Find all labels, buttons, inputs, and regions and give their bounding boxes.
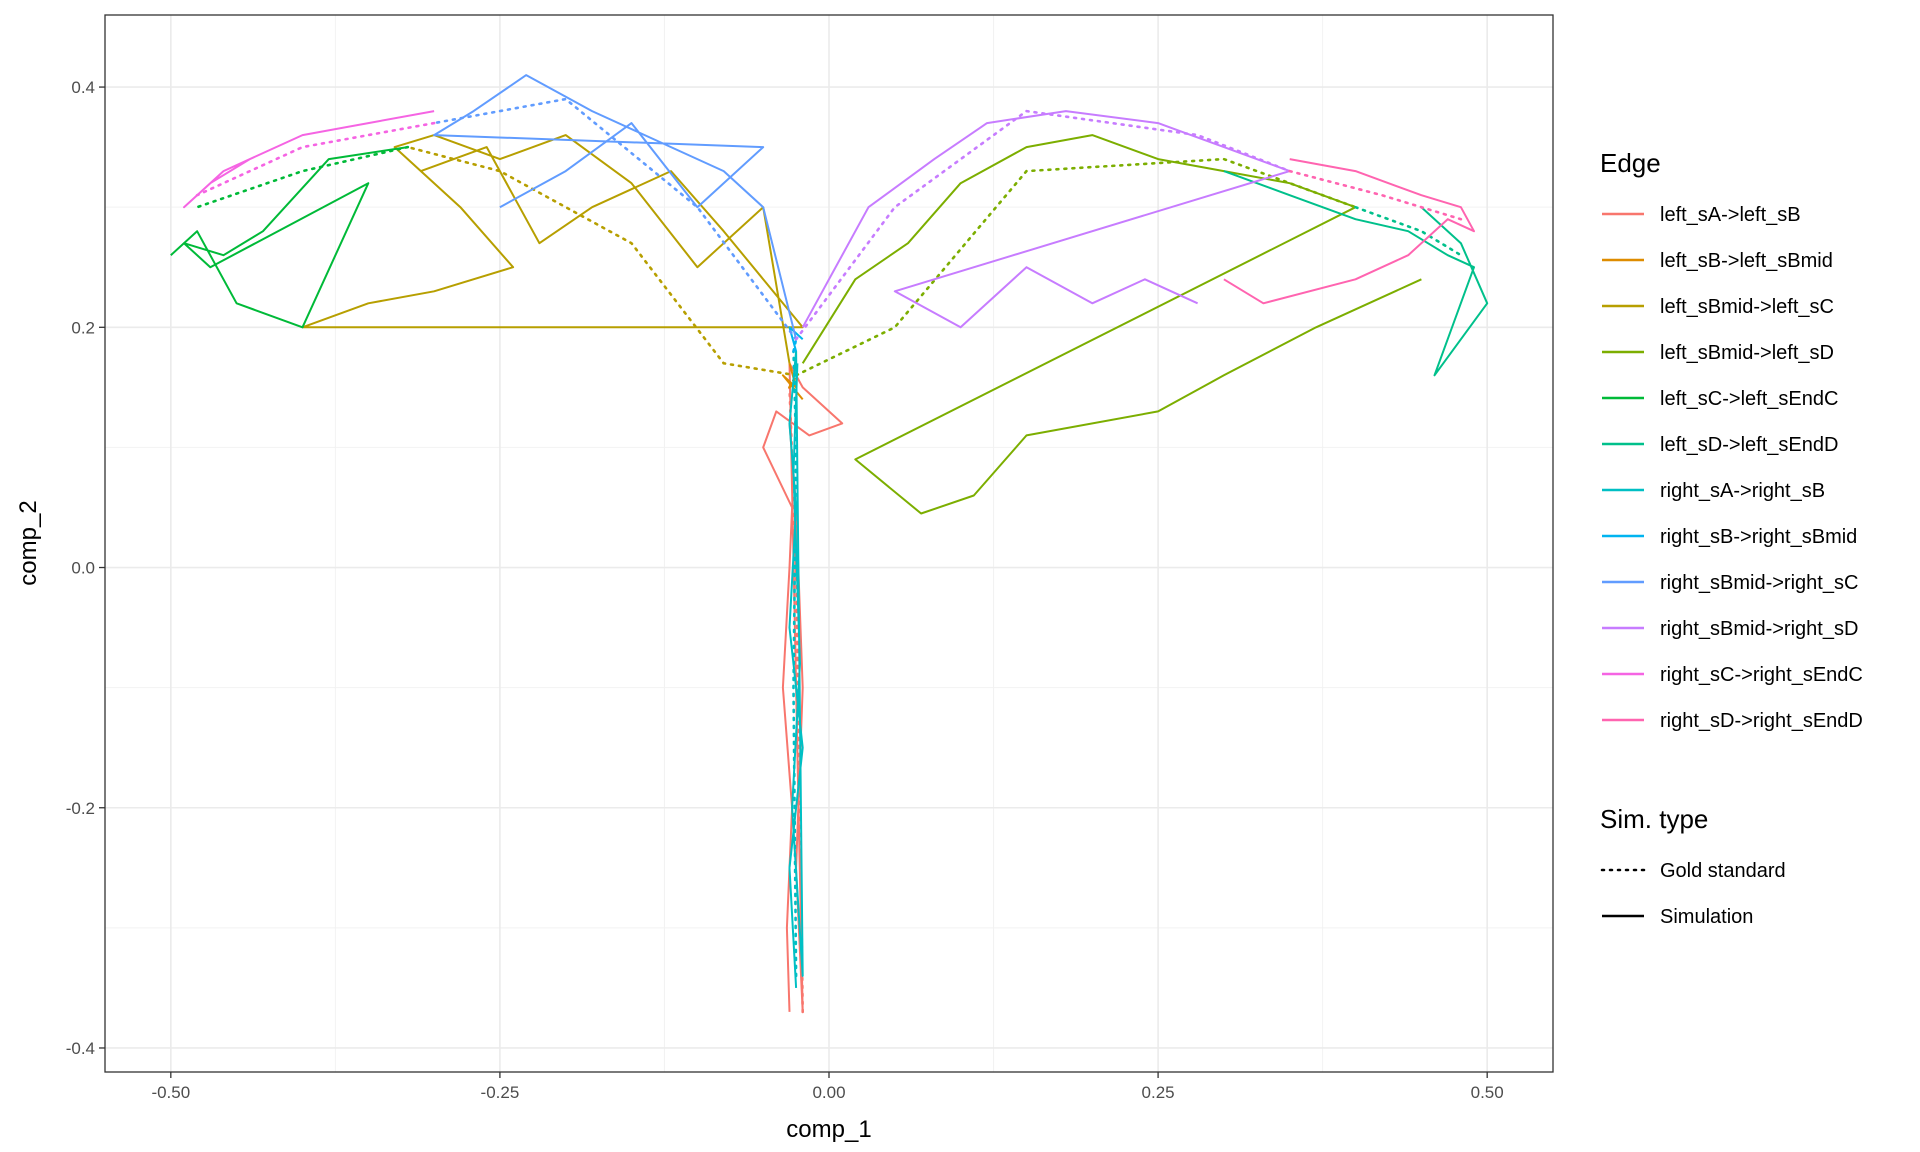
legend-simtype: Gold standard Simulation [1600, 860, 1786, 928]
legend-item-label: right_sB->right_sBmid [1660, 526, 1857, 548]
legend-item-label: right_sD->right_sEndD [1660, 710, 1863, 732]
series-line-gold-standard [794, 157, 1357, 377]
y-tick-label: -0.4 [66, 1039, 95, 1058]
series-line-gold-standard [1354, 205, 1463, 257]
legend-item-label: Gold standard [1660, 860, 1786, 882]
x-tick-label: 0.25 [1142, 1083, 1175, 1102]
series-line-simulation [762, 362, 844, 1013]
legend-item-label: left_sD->left_sEndD [1660, 434, 1838, 456]
x-axis-ticks: -0.50 -0.25 0.00 0.25 0.50 [151, 1072, 1504, 1102]
legend-item-label: left_sA->left_sB [1660, 204, 1801, 226]
legend-item-label: left_sBmid->left_sC [1660, 296, 1834, 318]
grid-major [105, 15, 1553, 1072]
series-line-simulation [788, 350, 804, 988]
x-tick-label: -0.25 [481, 1083, 520, 1102]
y-tick-label: 0.2 [71, 318, 95, 337]
legend-item-label: Simulation [1660, 906, 1753, 928]
series-line-simulation [1223, 158, 1475, 305]
series-line-gold-standard [792, 337, 798, 353]
series-line-gold-standard [195, 121, 436, 197]
y-tick-label: -0.2 [66, 799, 95, 818]
legend-item-label: left_sBmid->left_sD [1660, 342, 1834, 364]
y-tick-label: 0.4 [71, 78, 95, 97]
y-axis-title: comp_2 [15, 500, 42, 585]
x-tick-label: 0.50 [1471, 1083, 1504, 1102]
legend-edge: left_sA->left_sB left_sB->left_sBmid left_… [1602, 204, 1863, 732]
series-line-simulation [1223, 170, 1489, 377]
legend-item-label: right_sC->right_sEndC [1660, 664, 1863, 686]
series-line-simulation [801, 110, 1291, 329]
series-line-simulation [788, 326, 804, 352]
series-line-gold-standard [792, 349, 798, 978]
series-line-simulation [170, 146, 408, 329]
x-axis-title: comp_1 [786, 1116, 871, 1143]
y-axis-ticks: -0.4 -0.2 0.0 0.2 0.4 [66, 78, 105, 1058]
legend-item-label: right_sBmid->right_sC [1660, 572, 1858, 594]
series-layer [170, 74, 1489, 1014]
legend-simtype-title: Sim. type [1600, 804, 1708, 834]
series-line-simulation [183, 110, 435, 209]
legend-item-label: left_sB->left_sBmid [1660, 250, 1833, 272]
series-line-gold-standard [1288, 169, 1463, 221]
legend-edge-title: Edge [1600, 148, 1661, 178]
legend-item-label: right_sA->right_sB [1660, 480, 1825, 502]
legend-item-label: left_sC->left_sEndC [1660, 388, 1838, 410]
series-line-simulation [433, 74, 798, 340]
x-tick-label: 0.00 [812, 1083, 845, 1102]
y-tick-label: 0.0 [71, 559, 95, 578]
series-line-gold-standard [406, 145, 798, 377]
series-line-gold-standard [794, 109, 1291, 341]
x-tick-label: -0.50 [151, 1083, 190, 1102]
series-line-gold-standard [432, 97, 798, 341]
legend-item-label: right_sBmid->right_sD [1660, 618, 1858, 640]
series-line-simulation [301, 134, 804, 364]
